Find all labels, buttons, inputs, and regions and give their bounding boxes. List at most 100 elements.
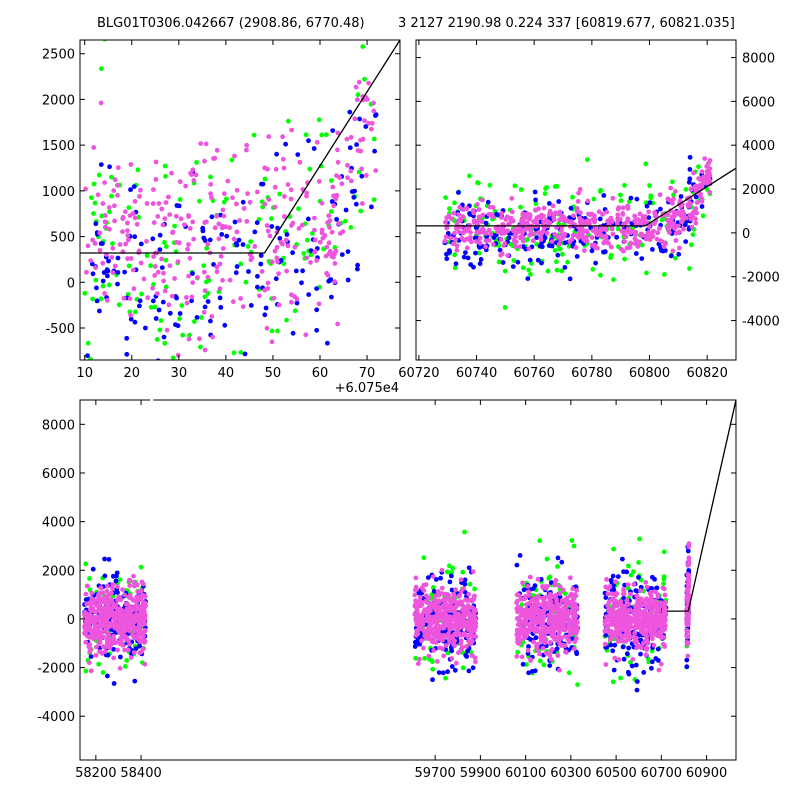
data-point <box>595 245 600 251</box>
data-point <box>447 248 452 254</box>
data-point <box>123 637 129 643</box>
data-point <box>265 228 271 234</box>
data-point <box>624 597 630 603</box>
data-point <box>543 217 549 223</box>
data-point <box>354 142 359 148</box>
data-point <box>190 280 196 285</box>
data-point <box>98 616 104 621</box>
data-point <box>327 225 332 230</box>
data-point <box>107 226 112 232</box>
data-point <box>699 204 705 209</box>
data-point <box>550 203 556 209</box>
data-point <box>251 132 257 138</box>
data-point <box>128 162 134 167</box>
data-point <box>299 222 305 228</box>
data-point <box>112 203 117 209</box>
data-point <box>451 210 457 216</box>
data-point <box>665 225 670 231</box>
data-point <box>105 652 111 658</box>
data-point <box>234 242 240 248</box>
data-point <box>628 230 633 236</box>
data-point <box>557 209 563 215</box>
data-point <box>681 226 686 232</box>
data-point <box>457 204 463 210</box>
data-point <box>592 213 597 219</box>
data-point <box>612 579 618 585</box>
data-point <box>519 612 524 618</box>
data-point <box>132 678 138 684</box>
data-point <box>540 645 546 651</box>
data-point <box>611 583 616 588</box>
data-point <box>326 213 332 219</box>
data-point <box>625 622 630 628</box>
data-point <box>96 637 102 643</box>
data-point <box>201 309 207 315</box>
data-point <box>117 577 123 583</box>
data-point <box>132 215 138 221</box>
data-point <box>646 229 652 235</box>
data-point <box>137 298 143 304</box>
data-point <box>123 209 128 215</box>
data-point <box>130 598 136 603</box>
data-point <box>311 146 317 151</box>
data-point <box>430 666 436 672</box>
data-point <box>262 287 268 293</box>
data-point <box>552 184 558 189</box>
data-point <box>671 214 677 220</box>
data-point <box>84 601 90 607</box>
data-point <box>94 644 99 650</box>
data-point <box>157 247 163 253</box>
data-point <box>687 167 693 172</box>
data-point <box>560 251 565 257</box>
data-point <box>660 623 666 629</box>
data-point <box>134 582 140 588</box>
data-point <box>97 308 102 314</box>
data-point <box>514 606 520 612</box>
data-point <box>289 127 294 133</box>
data-point <box>91 630 97 636</box>
data-point <box>290 250 295 256</box>
data-point <box>661 549 667 555</box>
data-point <box>262 312 268 318</box>
data-point <box>106 604 111 610</box>
data-point <box>369 204 374 210</box>
data-point <box>97 649 103 654</box>
data-point <box>527 233 532 238</box>
y-tick-label: 2000 <box>742 183 775 198</box>
data-point <box>474 239 479 244</box>
data-point <box>105 673 110 679</box>
x-tick-label: 60760 <box>514 366 555 381</box>
data-point <box>332 193 338 199</box>
data-point <box>115 182 120 188</box>
data-point <box>202 158 207 164</box>
data-point <box>426 653 432 659</box>
data-point <box>246 269 251 274</box>
data-point <box>427 623 433 629</box>
data-point <box>443 614 449 619</box>
data-point <box>644 203 650 209</box>
data-point <box>83 639 89 645</box>
data-point <box>347 145 353 151</box>
data-point <box>124 351 130 357</box>
data-point <box>161 278 167 284</box>
data-point <box>622 582 627 588</box>
data-point <box>134 634 140 640</box>
data-point <box>646 209 652 215</box>
data-point <box>474 202 480 207</box>
data-point <box>691 170 696 176</box>
data-point <box>620 211 626 216</box>
data-point <box>124 658 130 663</box>
zoom-left-series-green <box>82 40 377 360</box>
data-point <box>608 635 613 641</box>
data-point <box>119 607 124 613</box>
data-point <box>262 176 268 182</box>
data-point <box>646 224 652 230</box>
data-point <box>189 298 195 304</box>
data-point <box>137 303 142 309</box>
data-point <box>523 593 529 599</box>
data-point <box>198 344 203 350</box>
data-point <box>308 260 313 265</box>
data-point <box>436 670 442 675</box>
data-point <box>122 592 127 598</box>
data-point <box>684 640 690 645</box>
